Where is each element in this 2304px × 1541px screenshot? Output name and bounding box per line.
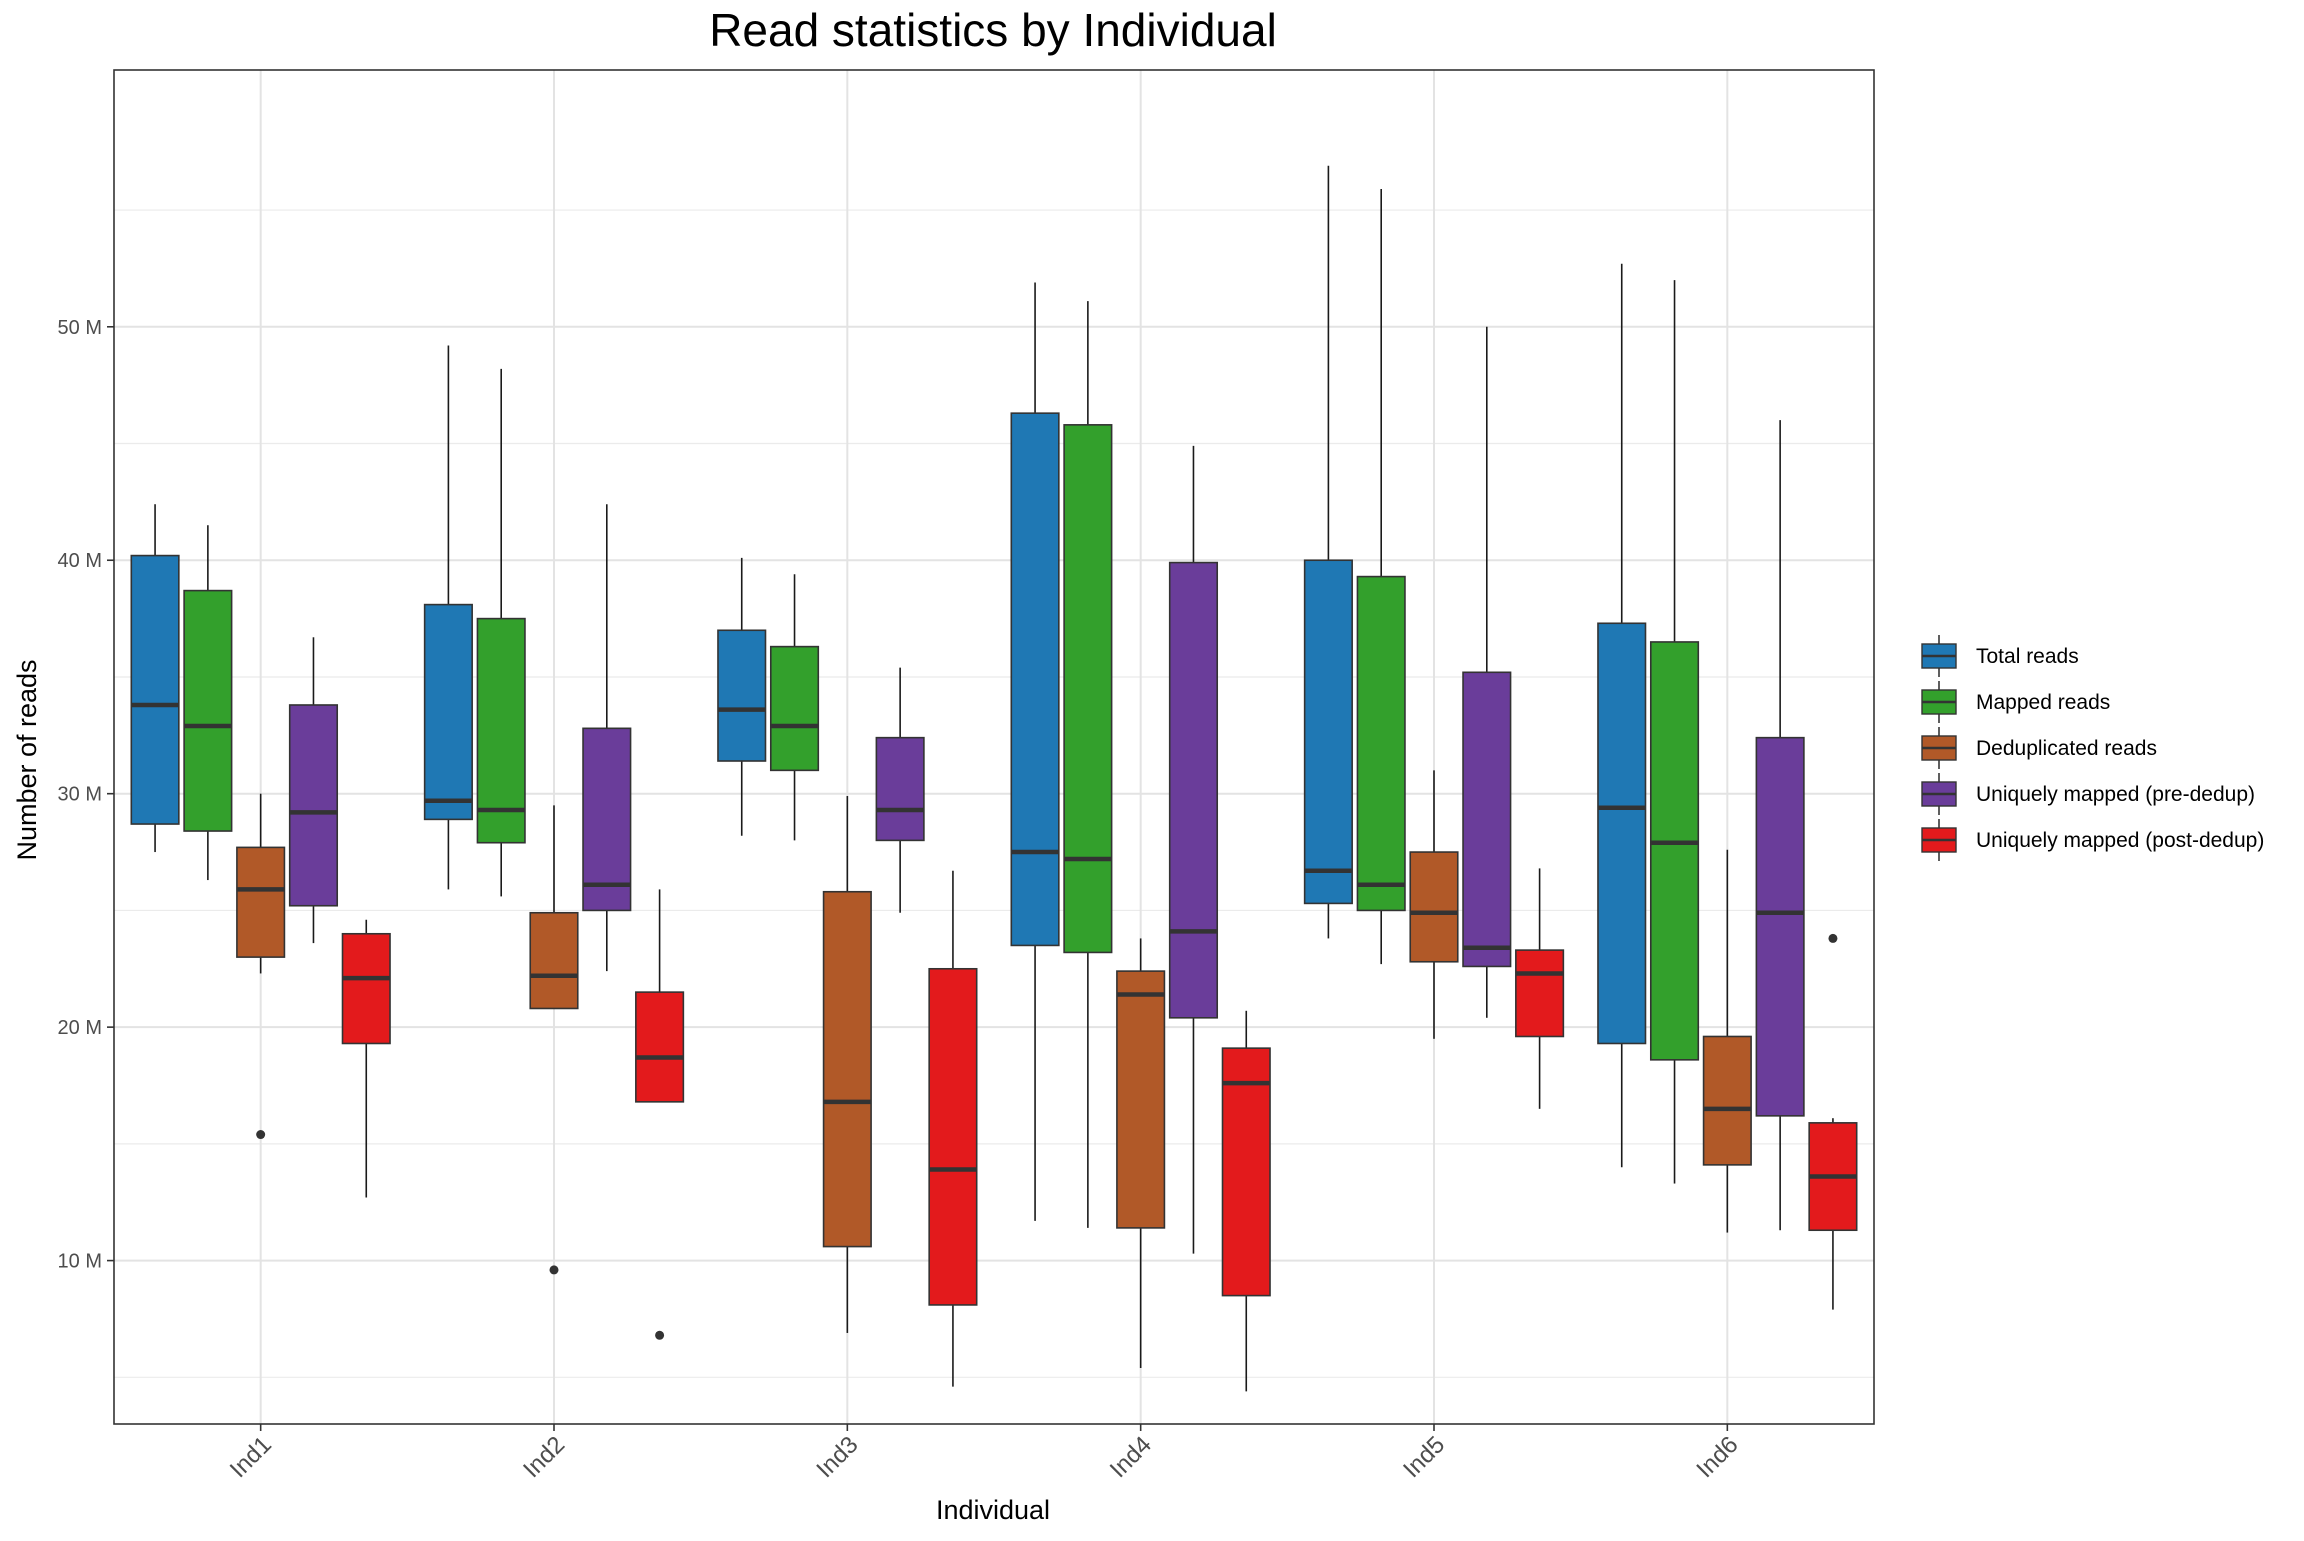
box-body bbox=[717, 629, 767, 762]
y-tick-label: 30 M bbox=[58, 784, 102, 806]
box-group bbox=[1755, 420, 1805, 1231]
box-group bbox=[1462, 326, 1512, 1018]
x-tick-label: Ind3 bbox=[811, 1431, 863, 1483]
y-tick-label: 40 M bbox=[58, 550, 102, 572]
box-group bbox=[1221, 1010, 1271, 1392]
box-group bbox=[341, 919, 391, 1198]
box-group bbox=[769, 574, 820, 841]
box-group bbox=[875, 667, 925, 913]
box-body bbox=[288, 704, 339, 907]
y-tick-label: 10 M bbox=[58, 1251, 102, 1273]
box-body bbox=[130, 554, 180, 825]
legend-label: Uniquely mapped (post-dedup) bbox=[1976, 829, 2264, 852]
legend-item: Uniquely mapped (pre-dedup) bbox=[1921, 773, 2255, 815]
box-group bbox=[928, 870, 978, 1387]
box-group bbox=[1702, 849, 1752, 1233]
box-group bbox=[635, 889, 685, 1340]
box-group bbox=[476, 368, 526, 897]
box-group bbox=[1116, 938, 1166, 1368]
box-group bbox=[130, 504, 180, 853]
legend-item: Mapped reads bbox=[1921, 681, 2110, 723]
x-axis-title: Individual bbox=[936, 1495, 1050, 1525]
box-group bbox=[1168, 445, 1219, 1254]
box-body bbox=[529, 911, 579, 1010]
legend: Total reads Mapped reads Deduplicated read… bbox=[1921, 635, 2264, 861]
y-tick-label: 50 M bbox=[58, 317, 102, 339]
legend-label: Uniquely mapped (pre-dedup) bbox=[1976, 783, 2255, 806]
y-axis-title: Number of reads bbox=[12, 659, 42, 860]
x-tick-label: Ind4 bbox=[1105, 1431, 1157, 1483]
box-body bbox=[1168, 561, 1219, 1019]
box-body bbox=[1010, 412, 1060, 947]
box-group bbox=[1356, 189, 1406, 965]
legend-item: Total reads bbox=[1921, 635, 2079, 677]
box-body bbox=[928, 967, 978, 1306]
box-body bbox=[423, 603, 473, 821]
box-group bbox=[1649, 280, 1700, 1184]
box-group bbox=[1063, 301, 1113, 1228]
box-body bbox=[236, 846, 286, 958]
box-group bbox=[582, 504, 632, 972]
box-body bbox=[1409, 851, 1459, 963]
outlier-point bbox=[256, 1130, 266, 1140]
legend-label: Mapped reads bbox=[1976, 691, 2110, 714]
y-tick-label: 20 M bbox=[58, 1017, 102, 1039]
box-group bbox=[529, 805, 579, 1275]
box-group bbox=[236, 793, 286, 1140]
legend-label: Total reads bbox=[1976, 645, 2079, 668]
box-group bbox=[1010, 282, 1060, 1221]
box-group bbox=[717, 557, 767, 836]
box-group bbox=[1808, 933, 1858, 1310]
box-body bbox=[1063, 424, 1113, 954]
box-body bbox=[635, 991, 685, 1103]
box-layer bbox=[130, 165, 1858, 1392]
box-group bbox=[423, 345, 473, 890]
outlier-point bbox=[1828, 933, 1838, 943]
box-group bbox=[1303, 165, 1353, 939]
x-tick-label: Ind6 bbox=[1691, 1431, 1743, 1483]
outlier-point bbox=[655, 1330, 665, 1340]
box-group bbox=[1597, 263, 1647, 1168]
box-body bbox=[1702, 1035, 1752, 1166]
box-group bbox=[1409, 770, 1459, 1039]
box-body bbox=[875, 736, 925, 842]
x-tick-label: Ind2 bbox=[518, 1431, 570, 1483]
legend-item: Uniquely mapped (post-dedup) bbox=[1921, 819, 2264, 861]
box-body bbox=[769, 645, 820, 772]
box-body bbox=[341, 932, 391, 1045]
box-body bbox=[1515, 949, 1565, 1038]
box-body bbox=[1303, 559, 1353, 905]
box-group bbox=[1515, 868, 1565, 1109]
x-tick-label: Ind5 bbox=[1398, 1431, 1450, 1483]
box-body bbox=[1597, 622, 1647, 1045]
box-body bbox=[1356, 575, 1406, 912]
box-group bbox=[288, 637, 339, 944]
outlier-point bbox=[549, 1265, 559, 1275]
legend-item: Deduplicated reads bbox=[1921, 727, 2157, 769]
box-body bbox=[1221, 1047, 1271, 1297]
chart-title: Read statistics by Individual bbox=[709, 4, 1277, 56]
x-tick-label: Ind1 bbox=[225, 1431, 277, 1483]
plot-panel-border bbox=[113, 69, 1875, 1425]
box-group bbox=[822, 796, 872, 1333]
legend-label: Deduplicated reads bbox=[1976, 737, 2157, 760]
box-body bbox=[476, 617, 526, 844]
box-body bbox=[1649, 641, 1700, 1061]
box-body bbox=[1462, 671, 1512, 968]
box-group bbox=[183, 525, 233, 881]
box-body bbox=[1116, 970, 1166, 1229]
box-body bbox=[582, 727, 632, 912]
box-body bbox=[1755, 736, 1805, 1117]
box-body bbox=[822, 890, 872, 1248]
box-body bbox=[183, 589, 233, 832]
